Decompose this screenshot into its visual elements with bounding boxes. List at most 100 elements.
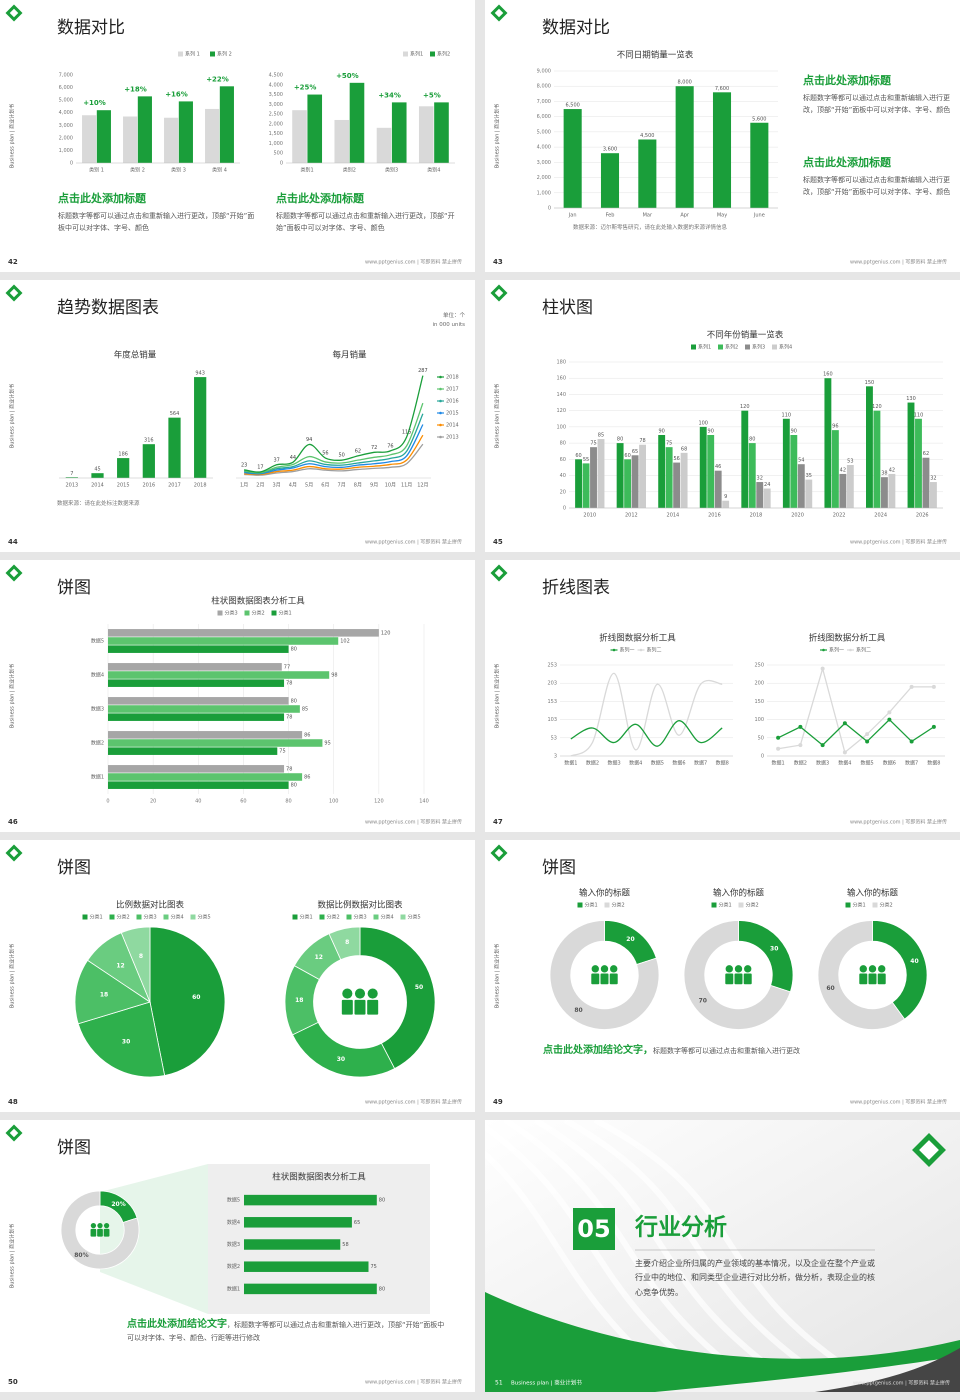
legend-swatch: [691, 344, 696, 350]
slide-title: 数据对比: [542, 18, 610, 38]
series-line: [244, 402, 424, 474]
legend-swatch: [711, 902, 717, 908]
legend-label: 分类1: [585, 902, 598, 909]
chart-title: 不同年份销量一览表: [707, 330, 784, 341]
legend-label: 分类2: [117, 914, 130, 921]
legend-label: 分类3: [225, 610, 238, 617]
data-label: 76: [387, 443, 393, 449]
x-tick-label: 80: [285, 799, 291, 805]
slide: 饼图 Business plan | 商业计划书 48 www.pptgenius.c…: [0, 840, 475, 1112]
data-label: 78: [639, 438, 645, 444]
logo-inner: [9, 288, 19, 298]
y-tick-label: 3,000: [269, 102, 283, 108]
legend-label: 系列1: [698, 344, 711, 351]
data-label: 98: [331, 673, 337, 679]
bar: [108, 747, 278, 755]
legend-label: 系列1: [410, 51, 423, 58]
side-label: Business plan | 商业计划书: [9, 384, 16, 448]
icon: [591, 965, 599, 973]
icon: [734, 973, 743, 985]
series-line: [244, 434, 424, 476]
bar: [108, 739, 323, 747]
legend-label: 系列2: [725, 344, 738, 351]
donut-segment: [60, 1190, 140, 1270]
body-text: 标题数字等都可以通过点击和重新输入进行更改，顶部“开始”面板中可以对字体、字号、…: [276, 211, 455, 232]
legend-swatch: [403, 51, 408, 57]
page-number: 48: [8, 1098, 18, 1106]
bar: [108, 713, 285, 721]
section-number: 05: [577, 1215, 610, 1243]
y-tick-label: 数据4: [227, 1219, 240, 1226]
x-tick-label: 20: [150, 799, 156, 805]
data-label: 30: [122, 1038, 130, 1045]
marker: [887, 710, 892, 715]
bar: [638, 139, 657, 208]
data-label: 80: [379, 1198, 385, 1204]
icon: [859, 965, 867, 973]
icon: [367, 988, 378, 999]
y-tick-label: 53: [551, 735, 557, 741]
data-label: 65: [632, 449, 638, 455]
bar: [639, 444, 646, 508]
data-label: 78: [286, 766, 292, 772]
slide-title: 饼图: [57, 578, 91, 598]
legend-label: 系列二: [856, 647, 871, 654]
bar: [600, 153, 620, 208]
slide-canvas: 折线图表 Business plan | 商业计划书 47 www.pptgenius…: [490, 564, 947, 826]
x-tick-label: 数据3: [607, 760, 620, 767]
bar: [117, 458, 130, 478]
x-tick-label: 11月: [401, 483, 412, 489]
y-tick-label: 1,000: [537, 190, 551, 196]
footer: www.pptgenius.com | 写即资料 禁止拼传: [850, 259, 947, 266]
y-tick-label: 4,500: [269, 73, 283, 79]
text-block: 主要介绍企业所归属的产业领域的基本情况，以及企业在整个产业或行业中的地位、和同类…: [635, 1257, 880, 1300]
page-number: 42: [8, 258, 18, 266]
slide-canvas: 趋势数据图表 Business plan | 商业计划书 44 www.pptgeni…: [5, 284, 462, 546]
x-tick-label: 2026: [916, 513, 929, 519]
page-number: 44: [8, 538, 18, 546]
x-tick-label: 数据1: [564, 760, 577, 767]
data-label: 75: [371, 1264, 377, 1270]
bar: [108, 765, 285, 773]
body-text: 标题数字等都可以通过点击和重新输入进行更改，顶部“开始”面板中可以对字体、字号、…: [58, 211, 255, 232]
legend-swatch: [439, 435, 442, 439]
data-label: 62: [355, 448, 361, 454]
annotation: +22%: [206, 75, 229, 83]
legend-swatch: [109, 914, 115, 920]
x-tick-label: 120: [374, 799, 384, 805]
bar: [750, 122, 769, 208]
annotation: +16%: [165, 90, 188, 98]
y-tick-label: 500: [273, 151, 283, 157]
legend-swatch: [244, 610, 250, 616]
bar: [391, 102, 407, 163]
data-label: 186: [118, 452, 128, 458]
y-tick-label: 4,000: [537, 145, 551, 151]
legend-swatch: [872, 902, 878, 908]
bar: [244, 1194, 377, 1206]
footer: www.pptgenius.com | 写即资料 禁止拼传: [850, 1099, 947, 1106]
icon: [103, 1222, 110, 1229]
data-label: 55: [583, 457, 589, 463]
y-tick-label: 6,000: [537, 114, 551, 120]
heading: 点击此处添加标题: [276, 192, 364, 205]
marker: [909, 739, 914, 744]
logo-inner: [494, 8, 504, 18]
data-label: 100: [698, 420, 708, 426]
heading: 点击此处添加标题: [58, 192, 146, 205]
bar: [888, 473, 896, 508]
data-label: 77: [284, 664, 290, 670]
data-label: 130: [906, 396, 916, 402]
data-label: 85: [598, 433, 604, 439]
y-tick-label: 数据5: [91, 638, 104, 645]
x-tick-label: 数据5: [861, 760, 874, 767]
x-tick-label: 类别3: [385, 167, 398, 174]
icon: [600, 965, 609, 973]
x-tick-label: 2020: [791, 513, 804, 519]
data-label: 3,600: [603, 147, 617, 153]
page-number: 43: [493, 258, 503, 266]
bar: [108, 781, 289, 789]
